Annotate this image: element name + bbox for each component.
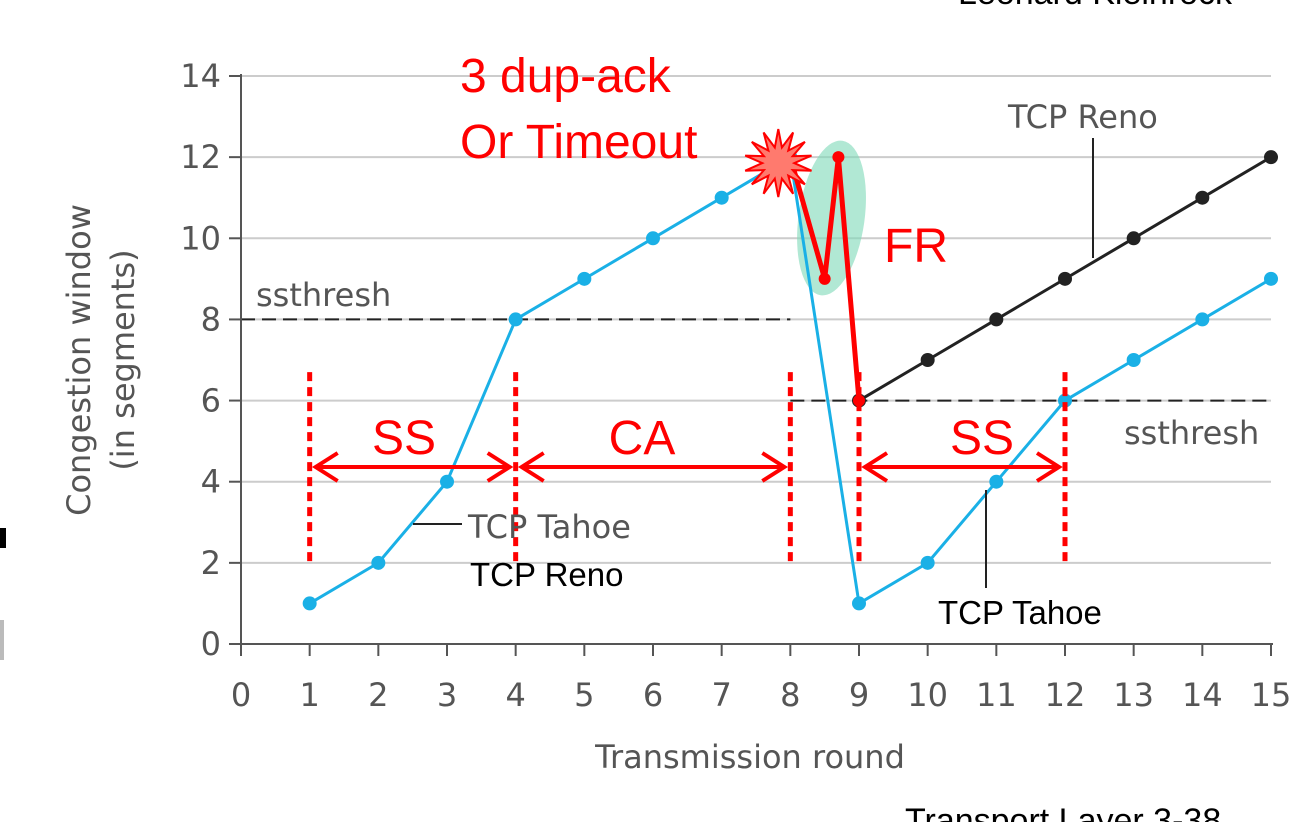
x-tick-label-5: 5	[574, 676, 594, 714]
tcp-tahoe-point-4	[508, 312, 523, 327]
tcp-reno-point-15	[1264, 150, 1278, 165]
tcp-tahoe-point-12	[1058, 393, 1072, 408]
tcp-tahoe-point-10	[920, 555, 935, 570]
tcp-reno-label-top: TCP Reno	[1007, 98, 1158, 136]
tcp-reno-label-left: TCP Reno	[470, 556, 623, 593]
tcp-tahoe-point-14	[1195, 312, 1210, 327]
tcp-reno-point-12	[1058, 271, 1072, 286]
loss-event-starburst-icon	[744, 128, 812, 198]
tcp-tahoe-point-2	[371, 555, 386, 570]
fast-recovery-point-2	[832, 151, 845, 164]
fast-recovery-label: FR	[884, 220, 948, 273]
x-tick-label-11: 11	[976, 676, 1017, 714]
ssthresh-label-upper: ssthresh	[256, 276, 391, 314]
x-tick-label-2: 2	[368, 676, 388, 714]
phase-arrow-head-left-1	[517, 451, 545, 483]
event-label-line2: Or Timeout	[460, 116, 697, 169]
tcp-tahoe-point-13	[1126, 353, 1141, 367]
x-tick-label-4: 4	[505, 676, 525, 714]
tcp-reno-point-13	[1126, 231, 1141, 246]
y-tick-labels: 0 2 4 6 8 10 12 14	[180, 57, 221, 663]
tcp-tahoe-point-7	[714, 190, 729, 205]
x-tick-label-6: 6	[643, 676, 663, 714]
fast-recovery-line	[787, 154, 862, 401]
y-axis-title-line1: Congestion window	[60, 204, 98, 516]
x-tick-label-13: 13	[1113, 676, 1154, 714]
x-tick-labels: 0 1 2 3 4 5 6 7 8 9 10 11 12 13 14 15	[231, 676, 1292, 714]
tcp-tahoe-label-left: TCP Tahoe	[467, 508, 631, 546]
x-tick-label-10: 10	[907, 676, 948, 714]
left-edge-fragment	[0, 528, 6, 548]
x-tick-label-15: 15	[1251, 676, 1292, 714]
x-tick-label-14: 14	[1182, 676, 1223, 714]
tcp-tahoe-point-15	[1264, 271, 1278, 286]
tcp-tahoe-label-right: TCP Tahoe	[938, 594, 1102, 631]
tcp-tahoe-point-3	[440, 474, 454, 489]
series-tcp-reno	[852, 150, 1278, 408]
fast-recovery-point-1	[818, 272, 831, 285]
y-tick-label-10: 10	[180, 219, 221, 257]
y-tick-label-4: 4	[201, 463, 221, 501]
phase-label-ss-1: SS	[372, 412, 436, 465]
ssthresh-lines	[241, 318, 1271, 402]
author-label: Leonard Kleinrock	[958, 0, 1233, 12]
y-tick-label-0: 0	[201, 625, 221, 663]
y-tick-label-12: 12	[180, 138, 221, 176]
phase-arrow-head-right-0	[486, 451, 514, 483]
phase-label-ca: CA	[609, 412, 676, 465]
phase-arrow-head-right-2	[1035, 451, 1063, 483]
tcp-tahoe-point-11	[989, 474, 1004, 489]
phase-arrow-head-right-1	[761, 451, 789, 483]
y-axis-title-line2: (in segments)	[104, 249, 142, 470]
tcp-reno-point-10	[920, 353, 935, 367]
y-tick-label-6: 6	[201, 382, 221, 420]
callout-lines	[413, 138, 1094, 588]
x-tick-label-3: 3	[437, 676, 457, 714]
y-tick-label-8: 8	[201, 300, 221, 338]
tcp-tahoe-point-9	[852, 596, 866, 611]
y-tick-label-14: 14	[180, 57, 221, 95]
phase-label-ss-2: SS	[950, 412, 1014, 465]
tcp-reno-point-14	[1195, 190, 1210, 205]
y-tick-label-2: 2	[201, 544, 221, 582]
x-tick-label-8: 8	[780, 676, 800, 714]
fast-recovery-point-3	[853, 394, 865, 407]
starburst-shape	[744, 128, 812, 198]
axes	[229, 74, 1273, 656]
left-edge-fragment-2	[0, 620, 4, 660]
ssthresh-label-lower: ssthresh	[1124, 414, 1259, 452]
x-tick-label-1: 1	[299, 676, 319, 714]
phase-arrow-head-left-0	[311, 451, 339, 483]
x-tick-label-12: 12	[1045, 676, 1086, 714]
x-tick-label-9: 9	[849, 676, 869, 714]
fast-recovery-path	[787, 151, 865, 407]
tcp-tahoe-point-5	[577, 271, 592, 286]
tcp-tahoe-point-6	[646, 231, 660, 246]
x-tick-label-0: 0	[231, 676, 251, 714]
tcp-tahoe-point-1	[302, 596, 317, 611]
x-tick-label-7: 7	[711, 676, 731, 714]
x-axis-title: Transmission round	[594, 738, 905, 776]
tcp-reno-point-11	[989, 312, 1004, 327]
event-label-line1: 3 dup-ack	[460, 50, 672, 103]
slide-footer: Transport Layer 3-38	[905, 802, 1221, 822]
phase-arrow-head-left-2	[861, 451, 889, 483]
